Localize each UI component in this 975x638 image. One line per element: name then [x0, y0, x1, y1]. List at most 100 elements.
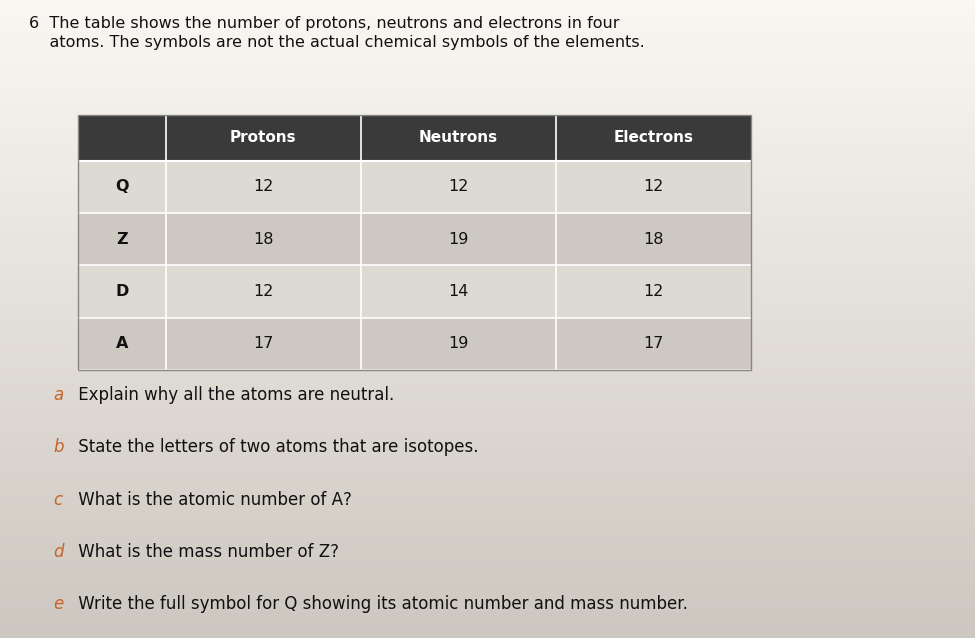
Bar — [361, 213, 556, 265]
Bar — [0, 89, 975, 96]
Bar — [0, 217, 975, 223]
Bar — [0, 338, 975, 345]
Bar — [0, 453, 975, 459]
Bar — [556, 115, 751, 161]
Text: Q: Q — [115, 179, 129, 195]
Bar — [0, 364, 975, 370]
Bar — [361, 115, 556, 161]
Bar — [0, 179, 975, 185]
Bar — [0, 530, 975, 536]
Bar — [0, 485, 975, 491]
Text: 12: 12 — [254, 179, 273, 195]
Bar — [78, 161, 166, 213]
Bar — [0, 402, 975, 408]
Bar — [0, 83, 975, 89]
Bar — [0, 26, 975, 32]
Bar — [0, 262, 975, 268]
Bar — [166, 213, 361, 265]
Bar — [361, 318, 556, 370]
Bar — [0, 440, 975, 447]
Text: 12: 12 — [254, 284, 273, 299]
Bar — [0, 396, 975, 402]
Bar — [0, 172, 975, 179]
Bar — [0, 415, 975, 421]
Bar — [0, 51, 975, 57]
Text: 18: 18 — [643, 232, 664, 247]
Bar — [0, 561, 975, 568]
Bar — [0, 472, 975, 478]
Bar — [0, 459, 975, 466]
Bar — [0, 134, 975, 140]
Bar — [0, 57, 975, 64]
Bar — [0, 478, 975, 485]
Bar — [0, 332, 975, 338]
Bar — [0, 600, 975, 606]
Bar — [0, 447, 975, 453]
Text: Explain why all the atoms are neutral.: Explain why all the atoms are neutral. — [73, 386, 394, 404]
Bar — [0, 268, 975, 274]
Bar — [0, 517, 975, 523]
Bar — [0, 587, 975, 593]
Bar — [361, 265, 556, 318]
Bar — [0, 287, 975, 293]
Bar — [0, 345, 975, 351]
Bar — [0, 351, 975, 357]
Text: 14: 14 — [448, 284, 468, 299]
Bar — [0, 306, 975, 313]
Text: a: a — [54, 386, 64, 404]
Bar — [0, 504, 975, 510]
Bar — [556, 213, 751, 265]
Bar — [0, 19, 975, 26]
Bar — [556, 265, 751, 318]
Bar — [0, 191, 975, 198]
Bar — [0, 185, 975, 191]
Bar — [166, 115, 361, 161]
Text: Protons: Protons — [230, 130, 296, 145]
Bar — [0, 274, 975, 281]
Bar — [0, 121, 975, 128]
Bar — [0, 236, 975, 242]
Text: 17: 17 — [254, 336, 273, 352]
Text: atoms. The symbols are not the actual chemical symbols of the elements.: atoms. The symbols are not the actual ch… — [29, 35, 645, 50]
Bar — [0, 376, 975, 383]
Bar — [0, 70, 975, 77]
Bar — [0, 370, 975, 376]
Text: 19: 19 — [448, 336, 468, 352]
Bar — [0, 408, 975, 415]
Bar — [0, 434, 975, 440]
Bar — [0, 523, 975, 530]
Text: 18: 18 — [253, 232, 274, 247]
Bar — [0, 198, 975, 204]
Bar — [0, 249, 975, 255]
Text: d: d — [54, 543, 64, 561]
Text: 19: 19 — [448, 232, 468, 247]
Bar — [0, 466, 975, 472]
Bar — [0, 542, 975, 549]
Text: c: c — [54, 491, 62, 508]
Bar — [0, 211, 975, 217]
Bar — [0, 153, 975, 160]
Bar — [0, 13, 975, 19]
Bar — [556, 161, 751, 213]
Bar — [0, 612, 975, 619]
Text: b: b — [54, 438, 64, 456]
Bar — [0, 313, 975, 319]
Text: State the letters of two atoms that are isotopes.: State the letters of two atoms that are … — [73, 438, 479, 456]
Bar — [0, 223, 975, 230]
Bar — [0, 325, 975, 332]
Bar — [0, 77, 975, 83]
Bar — [0, 38, 975, 45]
Bar — [0, 96, 975, 102]
Bar — [0, 357, 975, 364]
Text: What is the atomic number of A?: What is the atomic number of A? — [73, 491, 352, 508]
Text: Write the full symbol for Q showing its atomic number and mass number.: Write the full symbol for Q showing its … — [73, 595, 688, 613]
Text: 6  The table shows the number of protons, neutrons and electrons in four: 6 The table shows the number of protons,… — [29, 16, 620, 31]
Bar — [0, 108, 975, 115]
Bar — [166, 161, 361, 213]
Bar — [78, 115, 751, 370]
Bar — [0, 281, 975, 287]
Bar — [0, 0, 975, 6]
Text: 12: 12 — [644, 284, 663, 299]
Bar — [0, 536, 975, 542]
Bar — [0, 574, 975, 581]
